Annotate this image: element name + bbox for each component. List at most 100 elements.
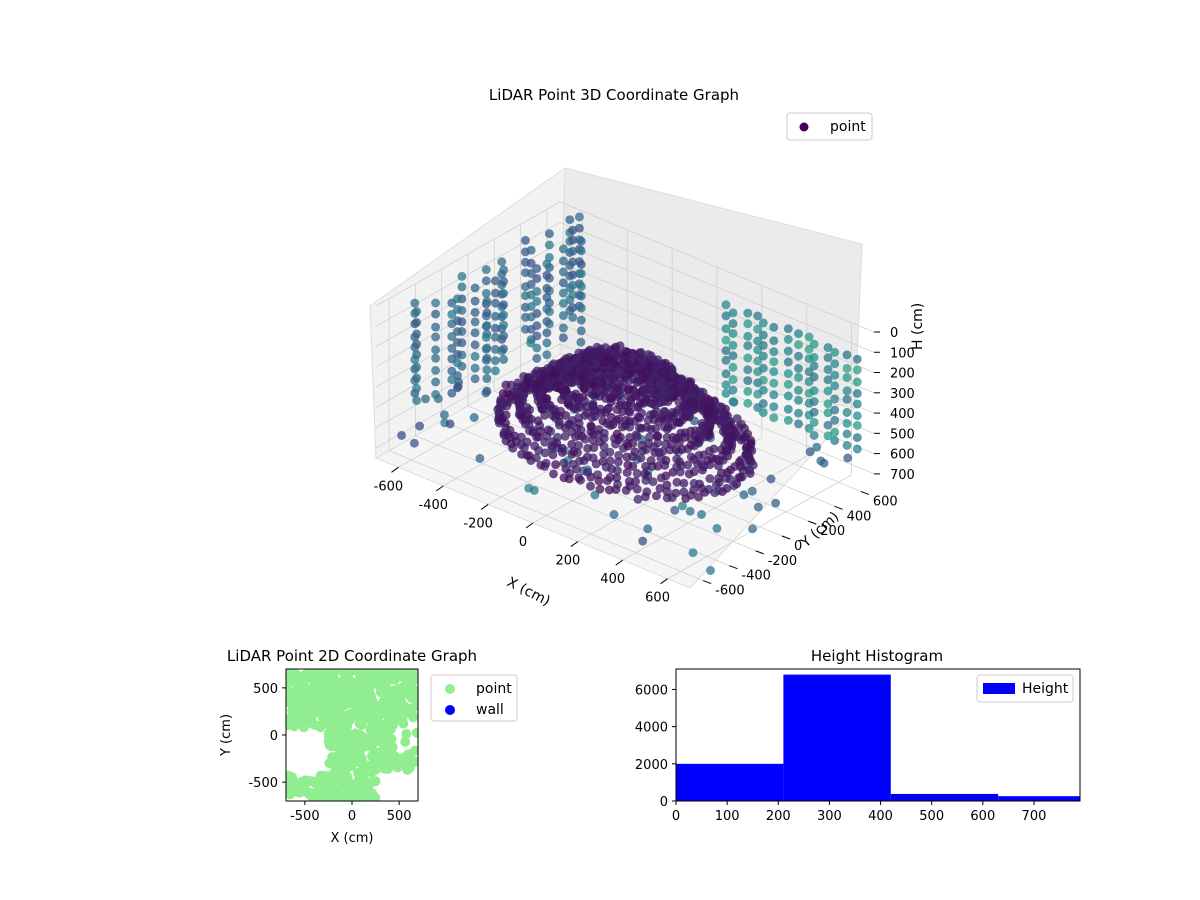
- point-3d: [532, 321, 542, 331]
- point-3d: [793, 395, 803, 405]
- point-3d: [481, 276, 491, 286]
- point-3d: [689, 467, 699, 477]
- point-3d: [641, 461, 651, 471]
- point-3d: [625, 407, 635, 417]
- point-3d: [598, 416, 608, 426]
- point-2d: [356, 679, 367, 690]
- legend-hist-label: Height: [1022, 681, 1069, 697]
- point-2d: [398, 718, 409, 729]
- point-2d: [300, 715, 311, 726]
- point-3d: [447, 366, 457, 376]
- point-3d: [705, 565, 715, 575]
- point-2d: [394, 693, 405, 704]
- point-3d: [842, 429, 852, 439]
- point-3d: [809, 397, 819, 407]
- point-3d: [531, 453, 541, 463]
- histogram-bar: [998, 796, 1080, 801]
- point-3d: [490, 276, 500, 286]
- y-tick-3d: [808, 520, 817, 525]
- point-3d: [482, 353, 492, 363]
- legend-hist-swatch: [983, 683, 1015, 694]
- point-2d: [380, 720, 391, 731]
- x-tick-3d: [525, 522, 534, 529]
- point-3d: [804, 332, 814, 342]
- point-3d: [501, 380, 511, 390]
- point-3d: [457, 282, 467, 292]
- point-3d: [447, 309, 457, 319]
- point-2d: [286, 682, 292, 693]
- point-3d: [743, 365, 753, 375]
- point-3d: [852, 388, 862, 398]
- x-tick-label-2d: 500: [387, 809, 412, 824]
- point-3d: [558, 298, 568, 308]
- point-3d: [696, 509, 706, 519]
- point-3d: [542, 328, 552, 338]
- point-2d: [371, 700, 382, 711]
- x-axis-label-2d: X (cm): [331, 831, 374, 846]
- chart-3d: LiDAR Point 3D Coordinate Graph -600-400…: [369, 86, 926, 610]
- point-2d: [308, 792, 319, 801]
- point-3d: [852, 433, 862, 443]
- y-tick-3d: [755, 550, 764, 555]
- point-3d: [431, 332, 441, 342]
- point-2d: [365, 724, 376, 735]
- x-tick-3d: [391, 466, 399, 473]
- point-3d: [532, 286, 542, 296]
- point-3d: [689, 478, 699, 488]
- point-3d: [852, 420, 862, 430]
- point-3d: [579, 366, 589, 376]
- x-tick-label-2d: 0: [348, 809, 356, 824]
- point-3d: [830, 359, 840, 369]
- point-3d: [585, 481, 595, 491]
- chart-2d: LiDAR Point 2D Coordinate Graph -500 0 500…: [219, 647, 518, 846]
- point-3d: [842, 440, 852, 450]
- y-tick-3d: [860, 490, 870, 495]
- point-3d: [526, 245, 536, 255]
- point-3d: [686, 452, 696, 462]
- point-3d: [532, 382, 542, 392]
- point-3d: [743, 398, 753, 408]
- point-3d: [656, 453, 666, 463]
- point-2d: [339, 755, 350, 766]
- point-3d: [852, 411, 862, 421]
- point-3d: [574, 348, 584, 358]
- legend-2d-label-point: point: [476, 681, 512, 697]
- point-3d: [410, 298, 420, 308]
- point-3d: [447, 331, 457, 341]
- point-3d: [558, 323, 568, 333]
- point-2d: [361, 692, 372, 702]
- z-tick-label-3d: 0: [890, 326, 898, 341]
- point-2d: [293, 706, 304, 716]
- point-3d: [805, 447, 815, 457]
- point-3d: [447, 298, 457, 308]
- y-tick-label-3d: -600: [715, 584, 745, 599]
- x-tick-label-hist: 500: [919, 809, 944, 824]
- x-tick-label-hist: 100: [715, 809, 740, 824]
- x-tick-3d: [480, 504, 489, 510]
- histogram-bar: [676, 763, 784, 801]
- point-2d: [411, 727, 418, 738]
- point-3d: [532, 331, 542, 341]
- point-3d: [588, 453, 598, 463]
- y-tick-3d: [729, 565, 738, 570]
- point-3d: [412, 339, 422, 349]
- chart-2d-title: LiDAR Point 2D Coordinate Graph: [227, 647, 477, 665]
- point-3d: [415, 421, 425, 431]
- point-2d: [379, 742, 390, 753]
- point-2d: [363, 669, 373, 678]
- point-3d: [830, 415, 840, 425]
- point-3d: [769, 402, 779, 412]
- point-3d: [721, 355, 731, 365]
- point-3d: [628, 452, 638, 462]
- point-3d: [515, 397, 525, 407]
- point-3d: [769, 413, 779, 423]
- point-2d: [349, 710, 360, 721]
- point-3d: [819, 458, 829, 468]
- point-3d: [532, 343, 542, 353]
- point-3d: [651, 491, 661, 501]
- point-3d: [728, 319, 738, 329]
- point-3d: [568, 312, 578, 322]
- point-3d: [544, 229, 554, 239]
- point-3d: [452, 383, 462, 393]
